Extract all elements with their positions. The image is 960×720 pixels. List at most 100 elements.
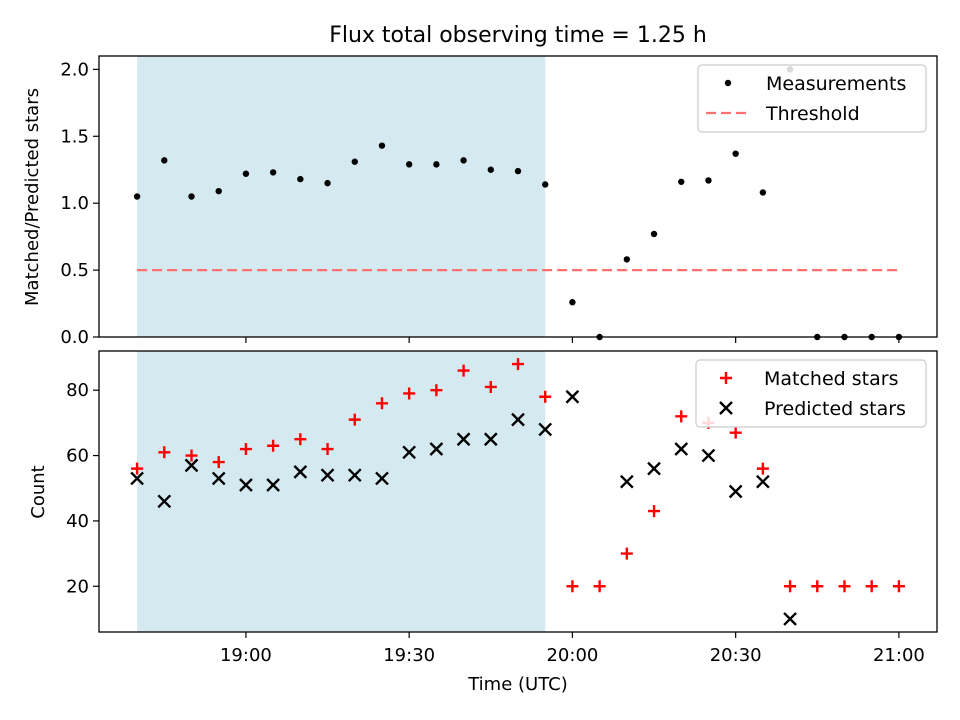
measurements-point [161, 157, 168, 164]
plot-frame [98, 350, 938, 633]
matched-stars-point [321, 443, 334, 456]
predicted-stars-point [266, 478, 280, 492]
predicted-stars-point [184, 458, 199, 473]
measurements-point [732, 150, 739, 157]
measurements-point [351, 158, 358, 165]
matched-stars-point [457, 364, 470, 377]
x-tick-label: 19:30 [383, 645, 435, 666]
measurements-point [623, 256, 631, 263]
measurements-point [514, 167, 522, 175]
matched-stars-point [484, 380, 497, 393]
predicted-stars-point [211, 471, 226, 486]
legend-marker [724, 79, 732, 87]
matched-stars-point [811, 580, 824, 593]
matched-stars-point [212, 456, 225, 469]
legend-label: Predicted stars [764, 398, 906, 420]
matched-stars-point [512, 358, 524, 371]
legend-marker [720, 372, 732, 384]
measurements-point [378, 142, 386, 149]
matched-stars-point [375, 397, 388, 410]
matched-stars-point [185, 449, 198, 462]
y-tick-label: 0.0 [60, 327, 89, 348]
matched-stars-point [865, 580, 878, 593]
legend-label: Threshold [765, 103, 860, 125]
predicted-stars-point [511, 412, 525, 427]
legend-box [695, 359, 927, 428]
measurements-point [405, 161, 413, 168]
measurements-point [460, 157, 467, 164]
matched-stars-point [648, 505, 661, 518]
predicted-stars-point [402, 445, 417, 460]
y-tick-label: 2.0 [60, 59, 89, 80]
measurements-point [759, 189, 767, 196]
matched-stars-point [756, 462, 769, 475]
predicted-stars-point [728, 484, 743, 499]
measurements-point [269, 169, 277, 176]
measurements-point [215, 187, 222, 195]
plot-frame [98, 55, 938, 338]
matched-stars-point [784, 580, 797, 593]
predicted-stars-point [293, 465, 308, 479]
matched-stars-point [620, 547, 633, 560]
y-tick-label: 80 [66, 380, 89, 401]
matched-stars-point [267, 439, 280, 452]
x-tick-label: 19:00 [220, 645, 272, 666]
predicted-stars-point [130, 471, 144, 486]
y-tick-label: 20 [66, 576, 89, 597]
measurements-point [133, 193, 141, 200]
matched-stars-point [430, 384, 443, 397]
chart-title: Flux total observing time = 1.25 h [329, 23, 707, 48]
measurements-point [297, 175, 304, 183]
matched-stars-point [892, 580, 905, 593]
measurements-point [678, 178, 685, 185]
y-tick-label: 1.5 [60, 126, 89, 147]
measurements-point [650, 230, 658, 238]
predicted-stars-point [538, 422, 553, 437]
predicted-stars-point [320, 468, 335, 483]
predicted-stars-point [429, 442, 444, 456]
legend-marker [719, 401, 733, 415]
matched-stars-point [675, 410, 688, 423]
x-tick-label: 20:30 [710, 645, 762, 666]
predicted-stars-point [456, 432, 471, 447]
matched-stars-point [158, 446, 171, 459]
x-axis-label: Time (UTC) [467, 674, 568, 695]
y-tick-label: 40 [66, 511, 89, 532]
matched-stars-point [539, 390, 552, 403]
predicted-stars-point [347, 468, 362, 483]
measurements-point [542, 181, 549, 188]
matched-stars-point [131, 462, 144, 475]
predicted-stars-point [674, 442, 689, 456]
x-tick-label: 20:00 [546, 645, 598, 666]
predicted-stars-point [619, 474, 634, 489]
matched-stars-point [348, 413, 361, 426]
measurements-point [433, 161, 440, 168]
matched-stars-point [593, 580, 606, 593]
legend-label: Measurements [766, 73, 906, 95]
y-tick-label: 60 [66, 446, 89, 467]
bottom-y-axis-label: Count [28, 465, 49, 518]
predicted-stars-point [783, 612, 797, 626]
predicted-stars-point [239, 478, 253, 492]
matched-stars-point [294, 433, 307, 446]
matched-stars-point [403, 387, 416, 400]
x-tick-label: 21:00 [873, 645, 925, 666]
matched-stars-point [566, 580, 579, 593]
measurements-point [324, 179, 331, 187]
measurements-point [487, 166, 494, 173]
predicted-stars-point [701, 448, 716, 463]
y-tick-label: 1.0 [60, 193, 89, 214]
predicted-stars-point [157, 494, 172, 509]
measurements-point [705, 177, 712, 184]
predicted-stars-point [565, 389, 580, 404]
legend-box [697, 64, 927, 133]
matched-stars-point [729, 426, 742, 439]
observing-span-shading [137, 351, 546, 632]
predicted-stars-point [375, 471, 389, 486]
matched-stars-point [838, 580, 851, 593]
matched-stars-point [239, 443, 252, 456]
measurements-point [188, 193, 195, 200]
legend-label: Matched stars [764, 368, 898, 390]
